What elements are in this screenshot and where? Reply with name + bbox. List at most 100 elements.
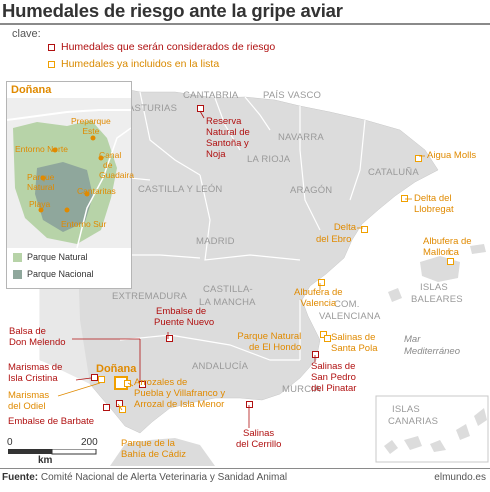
label-line: Parque: [27, 172, 55, 182]
inset-river-2: [76, 127, 131, 248]
land-menorca: [470, 244, 486, 254]
label-albufera-valencia: Albufera de Valencia: [294, 287, 343, 309]
label-line: Balsa de: [9, 326, 46, 337]
region-asturias: ASTURIAS: [128, 103, 178, 114]
marker-melondo: [139, 381, 146, 388]
marker-santona: [197, 105, 204, 112]
region-castilla-leon: CASTILLA Y LEÓN: [138, 184, 223, 195]
region-castilla-mancha-2: LA MANCHA: [199, 297, 256, 308]
scale-end: 200: [81, 437, 98, 448]
red-square-icon: [48, 44, 55, 51]
label-line: Parque Natural: [237, 331, 302, 342]
label-line: Delta: [333, 222, 356, 233]
label-puente-nuevo: Embalse de Puente Nuevo: [154, 306, 214, 328]
land-canarias-5: [474, 408, 487, 426]
label-line: Aigua Molls: [427, 150, 477, 161]
inset-label-cantaritas: Cantaritas: [77, 186, 116, 196]
label-line: Canal: [99, 150, 122, 160]
label-line: Santa Pola: [331, 343, 378, 354]
label-line: del Odiel: [8, 401, 46, 412]
label-line: del Ebro: [316, 234, 352, 245]
scale-start: 0: [7, 437, 13, 448]
label-santa-pola: Salinas de Santa Pola: [331, 332, 377, 354]
land-africa: [110, 438, 215, 466]
region-baleares-1: ISLAS: [420, 282, 448, 293]
label-line: Arrozales de: [134, 377, 188, 388]
label-line: Santoña y: [206, 138, 249, 149]
legend-label: Humedales ya incluidos en la lista: [61, 58, 220, 70]
inset-national-park: [35, 162, 93, 232]
label-melondo: Balsa de Don Melendo: [9, 326, 66, 348]
marker-albufera-mallorca: [447, 258, 454, 265]
marker-bahia-cadiz: [119, 406, 126, 413]
label-line: del Cerrillo: [236, 439, 282, 450]
marker-cerrillo: [246, 401, 253, 408]
label-line: Albufera de: [294, 287, 343, 298]
brand: elmundo.es: [434, 472, 486, 483]
scale-unit: km: [38, 455, 53, 466]
donana-inset: Doñana Preparque Este Entorno Norte Cana…: [6, 81, 134, 289]
region-castilla-mancha-1: CASTILLA-: [203, 284, 253, 295]
marker-aigua-molls: [415, 155, 422, 162]
inset-label-canal: Canal de Guadaira: [99, 150, 134, 180]
label-line: Doñana: [96, 363, 137, 375]
label-line: Albufera de: [423, 236, 472, 247]
label-ebro-2: del Ebro: [316, 234, 351, 245]
label-odiel: Marismas del Odiel: [8, 390, 49, 412]
land-canarias-3: [430, 440, 446, 452]
label-line: Valencia: [300, 298, 337, 309]
swatch-parque-nacional: [13, 270, 22, 279]
label-line: Puebla y Villafranco y: [134, 388, 226, 399]
region-cataluna: CATALUÑA: [368, 167, 419, 178]
label-pinatar: Salinas de San Pedro del Pinatar: [311, 361, 356, 394]
spain-map: [39, 85, 489, 466]
marker-barbate-2: [103, 404, 110, 411]
land-canarias-1: [384, 440, 398, 454]
label-line: de: [103, 160, 113, 170]
marker-albufera-valencia: [318, 279, 325, 286]
region-cantabria: CANTABRIA: [183, 90, 239, 101]
marker-pinatar: [312, 351, 319, 358]
label-line: Isla Cristina: [8, 373, 58, 384]
label-line: Natural de: [206, 127, 250, 138]
region-madrid: MADRID: [196, 236, 235, 247]
region-extremadura: EXTREMADURA: [112, 291, 188, 302]
label-line: del Pinatar: [311, 383, 357, 394]
sea-label-mediterraneo: Mediterráneo: [404, 346, 460, 357]
legend-label: Humedales que serán considerados de ries…: [61, 41, 276, 53]
footer-divider: [0, 468, 490, 469]
swatch-parque-natural: [13, 253, 22, 262]
sea-label-mar: Mar: [404, 334, 421, 345]
marker-santa-pola: [324, 335, 331, 342]
label-hondo: Parque Natural de El Hondo: [233, 331, 301, 353]
label-line: Salinas: [243, 428, 275, 439]
label-line: Puente Nuevo: [154, 317, 215, 328]
canarias-box: [375, 395, 489, 463]
label-ebro: Delta: [326, 222, 356, 233]
label-cerrillo: Salinas del Cerrillo: [236, 428, 281, 450]
inset-label-entorno-sur: Entorno Sur: [61, 219, 107, 229]
label-line: Marismas de: [8, 362, 63, 373]
label-line: Noja: [206, 149, 226, 160]
label-line: Delta del: [414, 193, 452, 204]
label-line: Reserva: [206, 116, 242, 127]
inset-map: [7, 98, 131, 248]
region-pais-vasco: PAÍS VASCO: [263, 90, 322, 101]
label-line: San Pedro: [311, 372, 356, 383]
inset-label-playa: Playa: [29, 199, 51, 209]
region-murcia: MURCIA: [282, 384, 321, 395]
region-andalucia: ANDALUCÍA: [192, 361, 249, 372]
page-title: Humedales de riesgo ante la gripe aviar: [2, 0, 343, 21]
land-canarias-4: [456, 424, 470, 440]
marker-arrozales: [124, 380, 131, 387]
label-line: Parque de la: [121, 438, 175, 449]
label-line: Llobregat: [414, 204, 454, 215]
scale-bar: [8, 449, 97, 455]
label-line: de El Hondo: [249, 342, 302, 353]
label-llobregat: Delta del Llobregat: [414, 193, 454, 215]
inset-river: [7, 109, 131, 121]
region-com-valenciana-2: VALENCIANA: [319, 311, 381, 322]
region-navarra: NAVARRA: [278, 132, 324, 143]
label-albufera-mallorca: Albufera de Mallorca: [423, 236, 472, 258]
label-line: Salinas de: [331, 332, 376, 343]
